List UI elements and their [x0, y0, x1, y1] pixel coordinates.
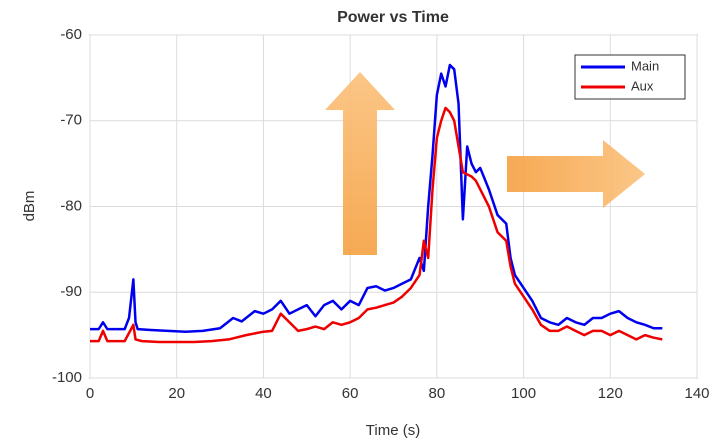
x-tick-label: 120: [598, 385, 623, 402]
y-tick-label: -100: [52, 369, 82, 386]
x-tick-label: 80: [429, 385, 446, 402]
legend-label: Main: [631, 58, 659, 73]
y-axis-label: dBm: [21, 191, 38, 222]
y-tick-label: -90: [60, 283, 82, 300]
x-tick-label: 100: [511, 385, 536, 402]
chart-title: Power vs Time: [337, 9, 449, 26]
up-arrow: [325, 72, 395, 255]
lines: [90, 63, 663, 344]
x-tick-label: 0: [86, 385, 94, 402]
x-axis-label: Time (s): [366, 422, 420, 439]
series-line: [90, 63, 663, 333]
x-tick-label: 140: [684, 385, 709, 402]
x-tick-label: 40: [255, 385, 272, 402]
y-tick-label: -60: [60, 26, 82, 43]
x-tick-label: 20: [168, 385, 185, 402]
y-tick-label: -80: [60, 197, 82, 214]
legend: Main Aux: [574, 54, 686, 100]
x-tick-label: 60: [342, 385, 359, 402]
y-tick-label: -70: [60, 112, 82, 129]
legend-label: Aux: [631, 78, 654, 93]
right-arrow: [507, 140, 645, 208]
series-line: [90, 106, 663, 344]
legend-box: [574, 54, 686, 100]
